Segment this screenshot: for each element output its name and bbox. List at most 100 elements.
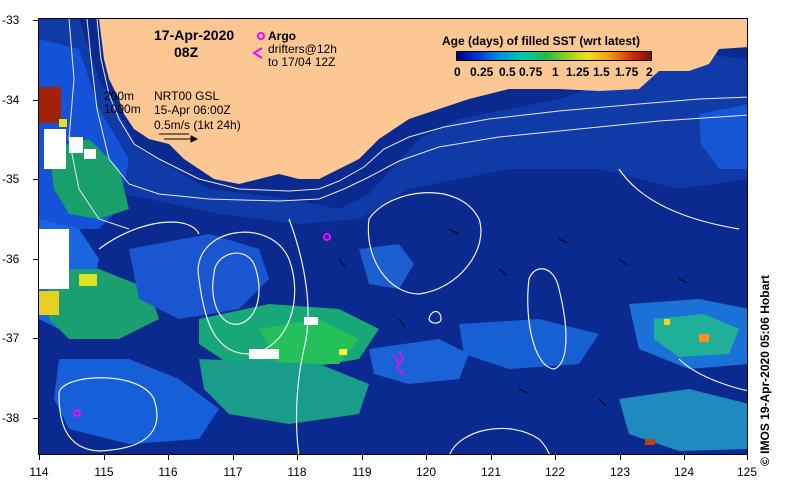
velocity-arrow xyxy=(598,398,606,406)
cloud-gap xyxy=(84,149,96,159)
argo-legend-icon xyxy=(257,32,265,40)
lon-tick xyxy=(684,455,685,460)
sst-patch xyxy=(199,359,369,424)
lon-label-124: 124 xyxy=(673,465,695,479)
sst-patch xyxy=(654,314,739,357)
eddy-contour xyxy=(212,252,260,325)
bathymetry-contours xyxy=(68,19,747,230)
eddy-contour xyxy=(428,310,442,324)
sst-patch xyxy=(699,104,747,169)
eddy-contour xyxy=(527,268,567,370)
argo-float xyxy=(73,409,81,417)
velocity-arrow xyxy=(398,318,406,328)
lon-tick xyxy=(620,455,621,460)
drifters-line1: drifters@12h xyxy=(268,42,337,56)
lon-tick xyxy=(168,455,169,460)
legend-tick-075: 0.75 xyxy=(519,65,543,79)
drifter-tracks xyxy=(392,350,405,376)
sst-patch xyxy=(49,269,159,339)
cloud-gap xyxy=(304,317,318,325)
lat-label-37: -37 xyxy=(2,331,20,345)
gsl-contours xyxy=(58,168,747,454)
map-canvas xyxy=(39,19,747,454)
lat-tick xyxy=(33,338,38,339)
eddy-contour xyxy=(367,192,482,295)
lat-tick xyxy=(33,179,38,180)
cloud-gap xyxy=(69,137,83,153)
cloud-gaps xyxy=(39,129,318,359)
lon-tick xyxy=(39,455,40,460)
credit-label: © IMOS 19-Apr-2020 05:06 Hobart xyxy=(758,275,772,466)
drifter-legend-icon xyxy=(252,47,263,59)
velocity-arrow xyxy=(338,258,346,268)
lon-label-118: 118 xyxy=(287,465,307,479)
sst-patch xyxy=(619,389,747,451)
eddy-contour xyxy=(58,377,158,452)
contour-200m xyxy=(96,19,747,192)
eddy-contour xyxy=(288,218,309,454)
lon-label-122: 122 xyxy=(544,465,566,479)
lon-tick xyxy=(491,455,492,460)
lon-tick xyxy=(104,455,105,460)
eddy-contour xyxy=(98,221,200,250)
contour-1000m xyxy=(86,19,747,202)
drifters-line2: to 17/04 12Z xyxy=(268,55,336,69)
argo-markers xyxy=(73,233,331,417)
lon-label-125: 125 xyxy=(736,465,758,479)
warm-pixel xyxy=(79,274,97,286)
gsl-line2: 15-Apr 06:00Z xyxy=(154,103,231,117)
eddy-contour xyxy=(678,358,747,392)
lon-label-119: 119 xyxy=(352,465,372,479)
lon-tick xyxy=(233,455,234,460)
lat-tick xyxy=(33,20,38,21)
lon-label-115: 115 xyxy=(94,465,114,479)
cloud-gap xyxy=(249,349,279,359)
sst-map[interactable] xyxy=(38,18,748,455)
lat-tick xyxy=(33,100,38,101)
gsl-line1: NRT00 GSL xyxy=(154,89,220,103)
legend-ticks: 0 0.25 0.5 0.75 1 1.25 1.5 1.75 2 xyxy=(450,65,660,79)
legend-tick-025: 0.25 xyxy=(470,65,494,79)
legend-tick-0: 0 xyxy=(454,65,461,79)
cloud-gap xyxy=(39,229,69,289)
eddy-contour xyxy=(197,231,296,355)
legend-colorbar xyxy=(456,51,652,61)
lon-tick xyxy=(362,455,363,460)
sst-patch xyxy=(369,339,469,384)
legend-title: Age (days) of filled SST (wrt latest) xyxy=(442,34,641,48)
warm-anomalies xyxy=(39,87,709,445)
legend-tick-15: 1.5 xyxy=(593,65,610,79)
argo-float xyxy=(323,233,331,241)
eddy-contour xyxy=(449,427,550,454)
velocity-arrow xyxy=(448,228,460,235)
lon-label-114: 114 xyxy=(29,465,49,479)
sst-patches xyxy=(39,39,747,451)
warm-pixel xyxy=(339,349,347,355)
date-title: 17-Apr-2020 xyxy=(154,27,235,43)
lon-label-117: 117 xyxy=(223,465,243,479)
legend-tick-125: 1.25 xyxy=(566,65,590,79)
velocity-arrow xyxy=(558,238,568,244)
eddy-contour xyxy=(618,168,740,230)
lat-label-35: -35 xyxy=(2,172,20,186)
contour-label-1000m: 1000m xyxy=(104,102,141,116)
lon-label-120: 120 xyxy=(415,465,437,479)
legend-tick-05: 0.5 xyxy=(499,65,516,79)
sst-patch xyxy=(54,359,219,444)
lon-tick xyxy=(426,455,427,460)
shelf-band xyxy=(39,19,747,224)
gsl-line3: 0.5m/s (1kt 24h) xyxy=(154,118,241,132)
cloud-gap xyxy=(44,129,66,169)
contour-1000m-b xyxy=(68,19,130,230)
legend-tick-175: 1.75 xyxy=(615,65,639,79)
velocity-arrows xyxy=(159,133,688,406)
legend-tick-2: 2 xyxy=(646,65,653,79)
velocity-arrow xyxy=(678,278,688,284)
lon-tick xyxy=(297,455,298,460)
lat-label-33: -33 xyxy=(2,13,20,27)
drifter-track xyxy=(392,354,400,364)
lat-tick xyxy=(33,259,38,260)
lon-tick xyxy=(747,455,748,460)
lat-tick xyxy=(33,418,38,419)
lat-label-38: -38 xyxy=(2,411,20,425)
